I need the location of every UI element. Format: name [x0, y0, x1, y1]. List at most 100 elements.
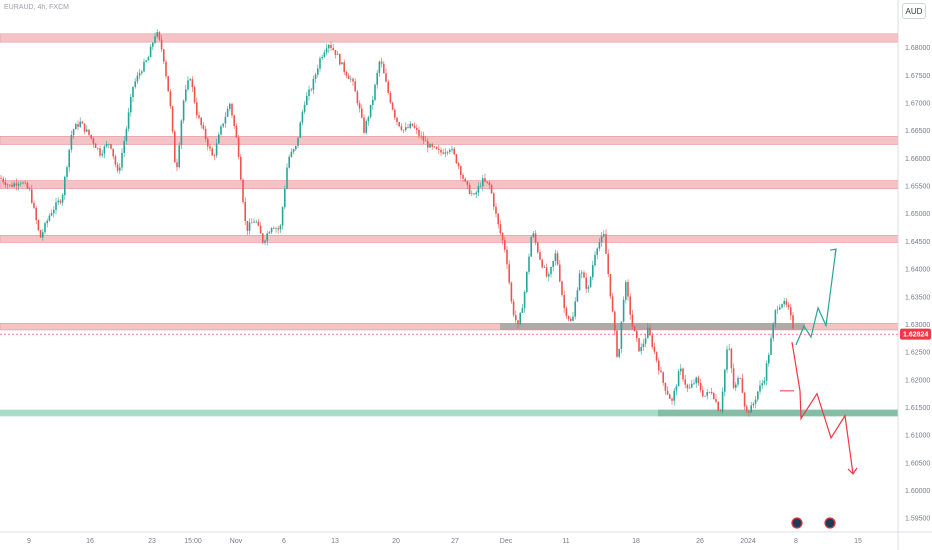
- candle-body: [290, 151, 293, 157]
- candle-body: [341, 62, 343, 65]
- candle-body: [378, 61, 381, 73]
- candle-body: [455, 154, 458, 164]
- candle-body: [288, 156, 290, 168]
- candle-body: [541, 259, 543, 268]
- candle-body: [363, 117, 365, 133]
- candle-body: [163, 49, 165, 62]
- candle-body: [691, 383, 693, 388]
- candle-body: [284, 188, 286, 208]
- candle-body: [191, 79, 194, 88]
- candle-body: [726, 349, 728, 370]
- price-tick-label: 1.64000: [905, 267, 930, 274]
- price-tick-label: 1.61500: [905, 405, 930, 412]
- candle-body: [506, 249, 508, 265]
- candle-body: [431, 144, 433, 147]
- candle-body: [81, 121, 84, 124]
- candle-body: [2, 178, 4, 183]
- candle-body: [501, 233, 504, 241]
- candle-body: [686, 384, 689, 389]
- candle-body: [583, 272, 585, 278]
- candle-body: [396, 117, 398, 123]
- candle-body: [345, 71, 348, 76]
- candle-body: [196, 102, 198, 116]
- candle-body: [108, 144, 110, 145]
- candle-body: [611, 296, 614, 312]
- candle-body: [422, 135, 425, 141]
- candle-body: [310, 89, 312, 91]
- resistance-zone: [0, 235, 899, 243]
- candle-body: [728, 348, 730, 350]
- price-tick-label: 1.67000: [905, 101, 930, 108]
- candle-body: [189, 79, 191, 81]
- candle-body: [332, 48, 334, 51]
- candle-body: [101, 153, 103, 156]
- candle-body: [218, 134, 220, 144]
- price-tick-label: 1.63000: [905, 322, 930, 329]
- candle-body: [77, 124, 79, 127]
- candle-body: [17, 183, 20, 186]
- candle-body: [730, 348, 733, 369]
- candle-body: [761, 383, 763, 386]
- candle-body: [424, 140, 427, 142]
- candle-body: [625, 282, 627, 300]
- candle-body: [517, 320, 519, 325]
- time-tick-label: 9: [27, 538, 31, 545]
- candle-body: [482, 178, 484, 187]
- candle-body: [724, 369, 726, 392]
- candle-body: [9, 184, 11, 186]
- candle-body: [409, 123, 411, 128]
- event-marker-icon[interactable]: [791, 517, 803, 529]
- candle-body: [270, 227, 273, 233]
- candle-body: [673, 390, 675, 401]
- candle-body: [770, 338, 772, 355]
- candle-body: [567, 316, 570, 320]
- candle-body: [79, 121, 81, 127]
- candle-body: [688, 387, 691, 389]
- candle-body: [669, 394, 671, 399]
- price-tick-label: 1.66500: [905, 128, 930, 135]
- event-markers[interactable]: [791, 517, 836, 529]
- time-axis[interactable]: 9 16 23 15:00 Nov 6 13 20 27 Dec 11 18 26 2024 8 15: [27, 538, 862, 545]
- candle-body: [440, 149, 442, 153]
- candle-body: [130, 97, 132, 113]
- candle-body: [275, 228, 277, 229]
- candle-body: [699, 383, 702, 391]
- candle-body: [713, 393, 715, 400]
- candle-body: [649, 327, 651, 336]
- candle-body: [383, 63, 385, 74]
- candle-body: [127, 112, 130, 129]
- event-marker-icon[interactable]: [824, 517, 836, 529]
- candle-body: [438, 148, 440, 150]
- candle-body: [281, 207, 284, 226]
- candle-body: [715, 399, 717, 402]
- candle-body: [248, 222, 251, 231]
- candle-body: [779, 307, 781, 310]
- candle-body: [622, 299, 625, 322]
- candle-body: [607, 253, 609, 274]
- candle-body: [207, 138, 209, 147]
- candle-body: [493, 193, 495, 207]
- price-axis[interactable]: 1.68000 1.67500 1.67000 1.66500 1.66000 1.655…: [905, 45, 930, 522]
- candle-body: [772, 323, 774, 339]
- candle-body: [380, 61, 383, 64]
- candle-body: [596, 248, 598, 255]
- candle-body: [369, 104, 372, 118]
- candle-body: [42, 232, 44, 238]
- candle-body: [598, 242, 601, 249]
- candle-body: [325, 48, 328, 53]
- candle-body: [204, 128, 207, 139]
- candle-body: [114, 156, 117, 165]
- candle-body: [90, 134, 92, 139]
- candle-body: [297, 137, 299, 146]
- candle-body: [675, 386, 678, 391]
- candle-body: [255, 221, 257, 223]
- candle-body: [251, 222, 253, 224]
- candle-body: [361, 108, 363, 118]
- candle-body: [336, 54, 339, 55]
- currency-button[interactable]: AUD: [902, 3, 926, 19]
- candle-body: [420, 135, 422, 137]
- price-tick-label: 1.60000: [905, 488, 930, 495]
- candle-body: [33, 202, 35, 208]
- candle-body: [233, 115, 235, 126]
